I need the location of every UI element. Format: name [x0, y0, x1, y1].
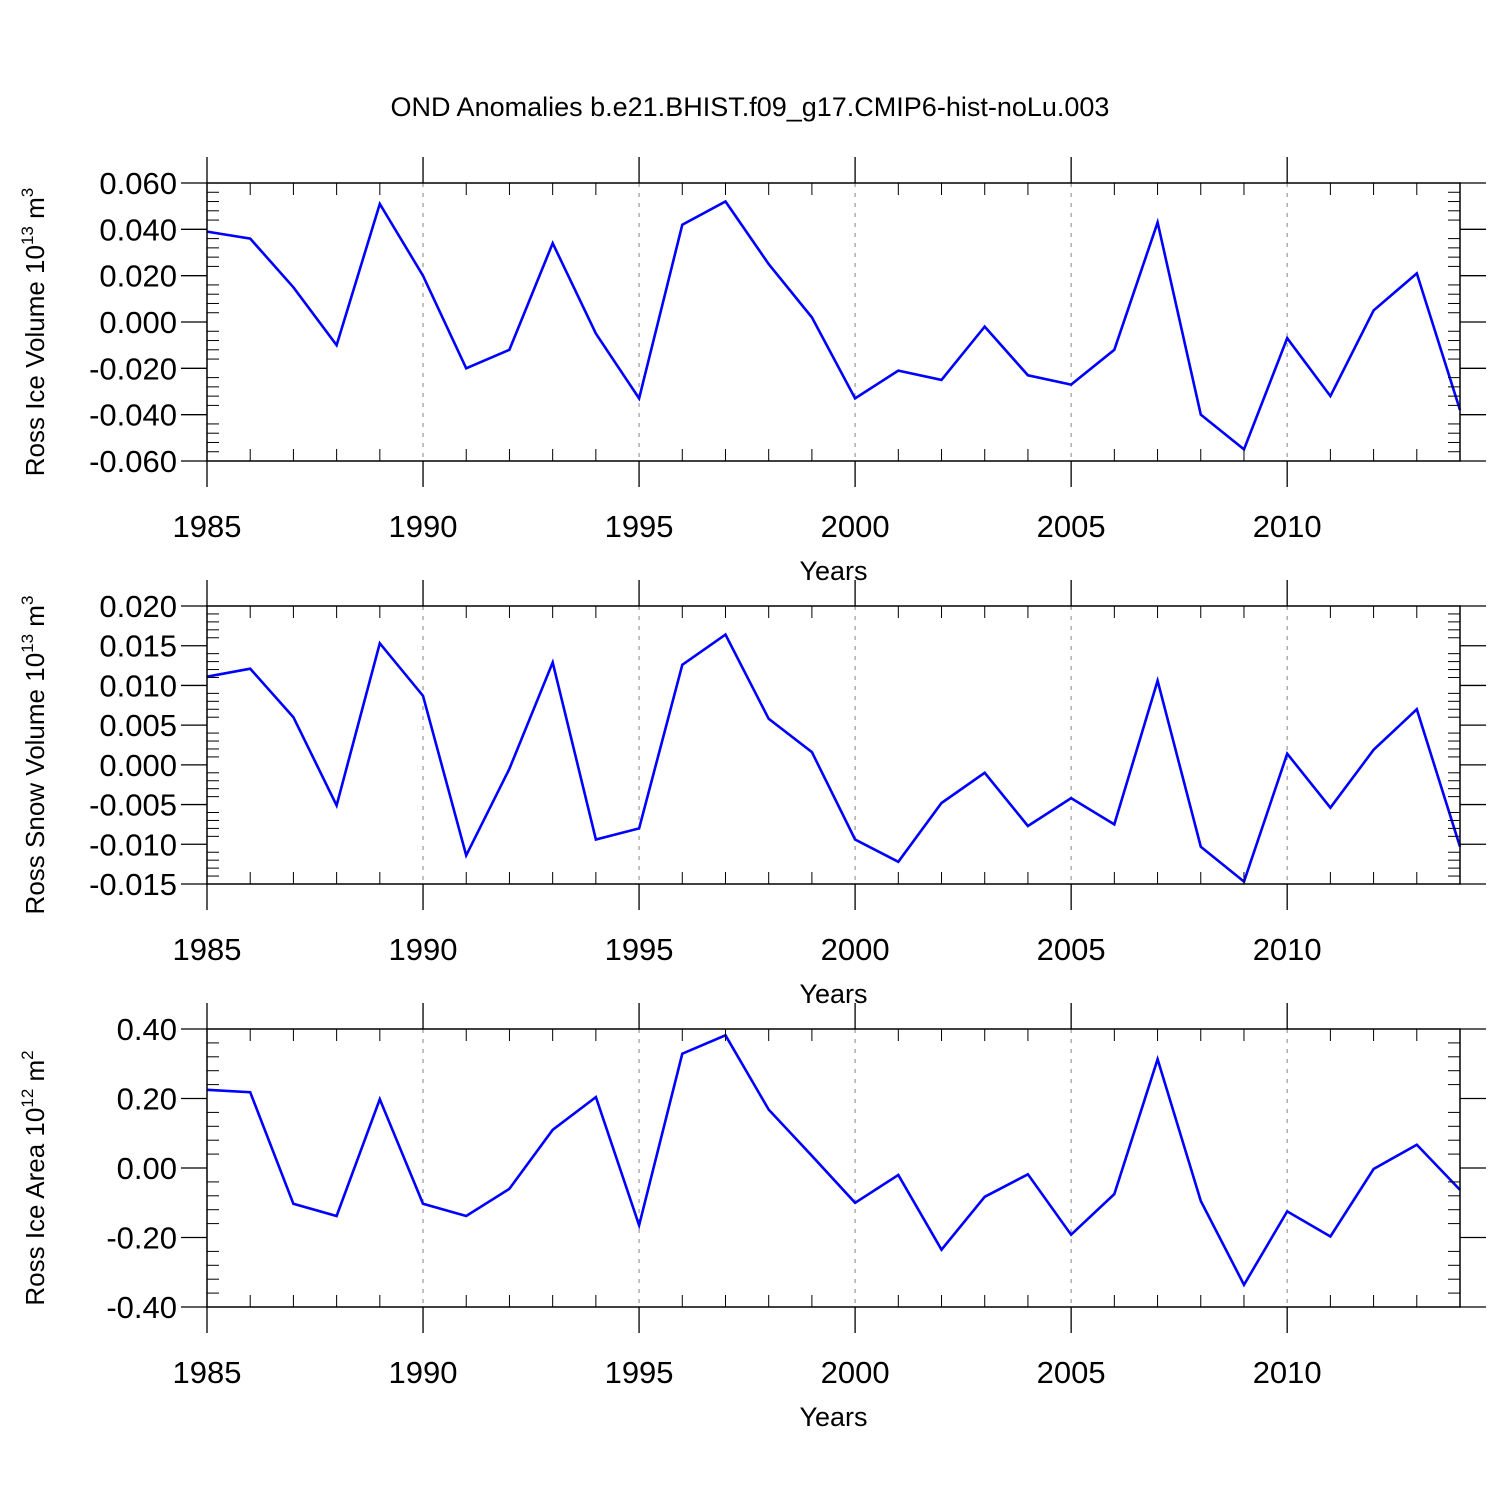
x-tick-label: 2000 [821, 1355, 890, 1390]
y-axis-label-text: Ross Ice Volume 10 [20, 245, 50, 476]
y-tick-label: 0.020 [99, 589, 177, 624]
y-axis-label-text: m [20, 1060, 50, 1089]
y-tick-label: 0.20 [117, 1082, 177, 1117]
y-axis-label: Ross Ice Volume 1013 m3 [18, 188, 50, 477]
y-tick-label: 0.00 [117, 1151, 177, 1186]
y-axis-label-superscript: 2 [18, 1050, 37, 1059]
x-tick-label: 2010 [1253, 1355, 1322, 1390]
x-tick-label: 1995 [605, 1355, 674, 1390]
y-tick-label: -0.040 [89, 398, 177, 433]
x-tick-label: 2005 [1037, 932, 1106, 967]
y-tick-label: 0.010 [99, 668, 177, 703]
y-axis-label: Ross Snow Volume 1013 m3 [18, 596, 50, 915]
series-line [206, 1033, 1461, 1288]
x-tick-label: 2005 [1037, 1355, 1106, 1390]
y-axis-label-superscript: 3 [18, 188, 37, 197]
series-line [206, 632, 1462, 884]
x-tick-label: 1985 [173, 1355, 242, 1390]
y-tick-label: 0.000 [99, 305, 177, 340]
x-tick-label: 1985 [173, 509, 242, 544]
plot-frame [206, 182, 1461, 462]
y-tick-label: -0.060 [89, 444, 177, 479]
x-tick-label: 2000 [821, 932, 890, 967]
y-tick-label: 0.060 [99, 166, 177, 201]
y-tick-label: -0.20 [106, 1221, 177, 1256]
x-tick-label: 1990 [389, 1355, 458, 1390]
x-axis-label: Years [799, 979, 867, 1009]
y-axis-label: Ross Ice Area 1012 m2 [18, 1050, 50, 1305]
x-tick-label: 2005 [1037, 509, 1106, 544]
y-axis-label-superscript: 3 [18, 596, 37, 605]
y-axis-label-text: Ross Snow Volume 10 [20, 653, 50, 915]
x-tick-label: 1995 [605, 509, 674, 544]
y-axis-label-superscript: 12 [18, 1089, 37, 1108]
panel-3: 0.40 0.20 0.00 -0.20 -0.40 1985 1990 1995 2000 20… [18, 1003, 1486, 1432]
figure-title: OND Anomalies b.e21.BHIST.f09_g17.CMIP6-… [390, 92, 1110, 122]
x-tick-label: 1995 [605, 932, 674, 967]
y-axis-label-superscript: 13 [18, 226, 37, 245]
x-tick-label: 2010 [1253, 932, 1322, 967]
y-axis-label-superscript: 13 [18, 634, 37, 653]
plot-frame [206, 605, 1461, 885]
y-tick-label: -0.010 [89, 827, 177, 862]
series-line [206, 199, 1462, 452]
x-tick-label: 2010 [1253, 509, 1322, 544]
panel-2: 0.020 0.015 0.010 0.005 0.000 -0.005 -0.010 -0.… [18, 580, 1486, 1009]
panel-1: 0.060 0.040 0.020 0.000 -0.020 -0.040 -0.060 19… [18, 157, 1486, 586]
plot-frame [206, 1028, 1461, 1308]
x-axis-label: Years [799, 556, 867, 586]
x-axis-label: Years [799, 1402, 867, 1432]
y-tick-label: 0.000 [99, 748, 177, 783]
y-axis-label-text: Ross Ice Area 10 [20, 1108, 50, 1306]
y-tick-label: -0.020 [89, 351, 177, 386]
y-tick-label: -0.015 [89, 867, 177, 902]
x-tick-label: 1990 [389, 509, 458, 544]
x-tick-label: 2000 [821, 509, 890, 544]
y-axis-label-text: m [20, 605, 50, 634]
y-tick-label: 0.005 [99, 708, 177, 743]
x-tick-label: 1990 [389, 932, 458, 967]
y-tick-label: 0.040 [99, 212, 177, 247]
y-tick-label: -0.005 [89, 788, 177, 823]
y-tick-label: -0.40 [106, 1290, 177, 1325]
y-tick-label: 0.020 [99, 259, 177, 294]
y-tick-label: 0.015 [99, 629, 177, 664]
x-tick-label: 1985 [173, 932, 242, 967]
y-axis-label-text: m [20, 197, 50, 226]
y-tick-label: 0.40 [117, 1012, 177, 1047]
